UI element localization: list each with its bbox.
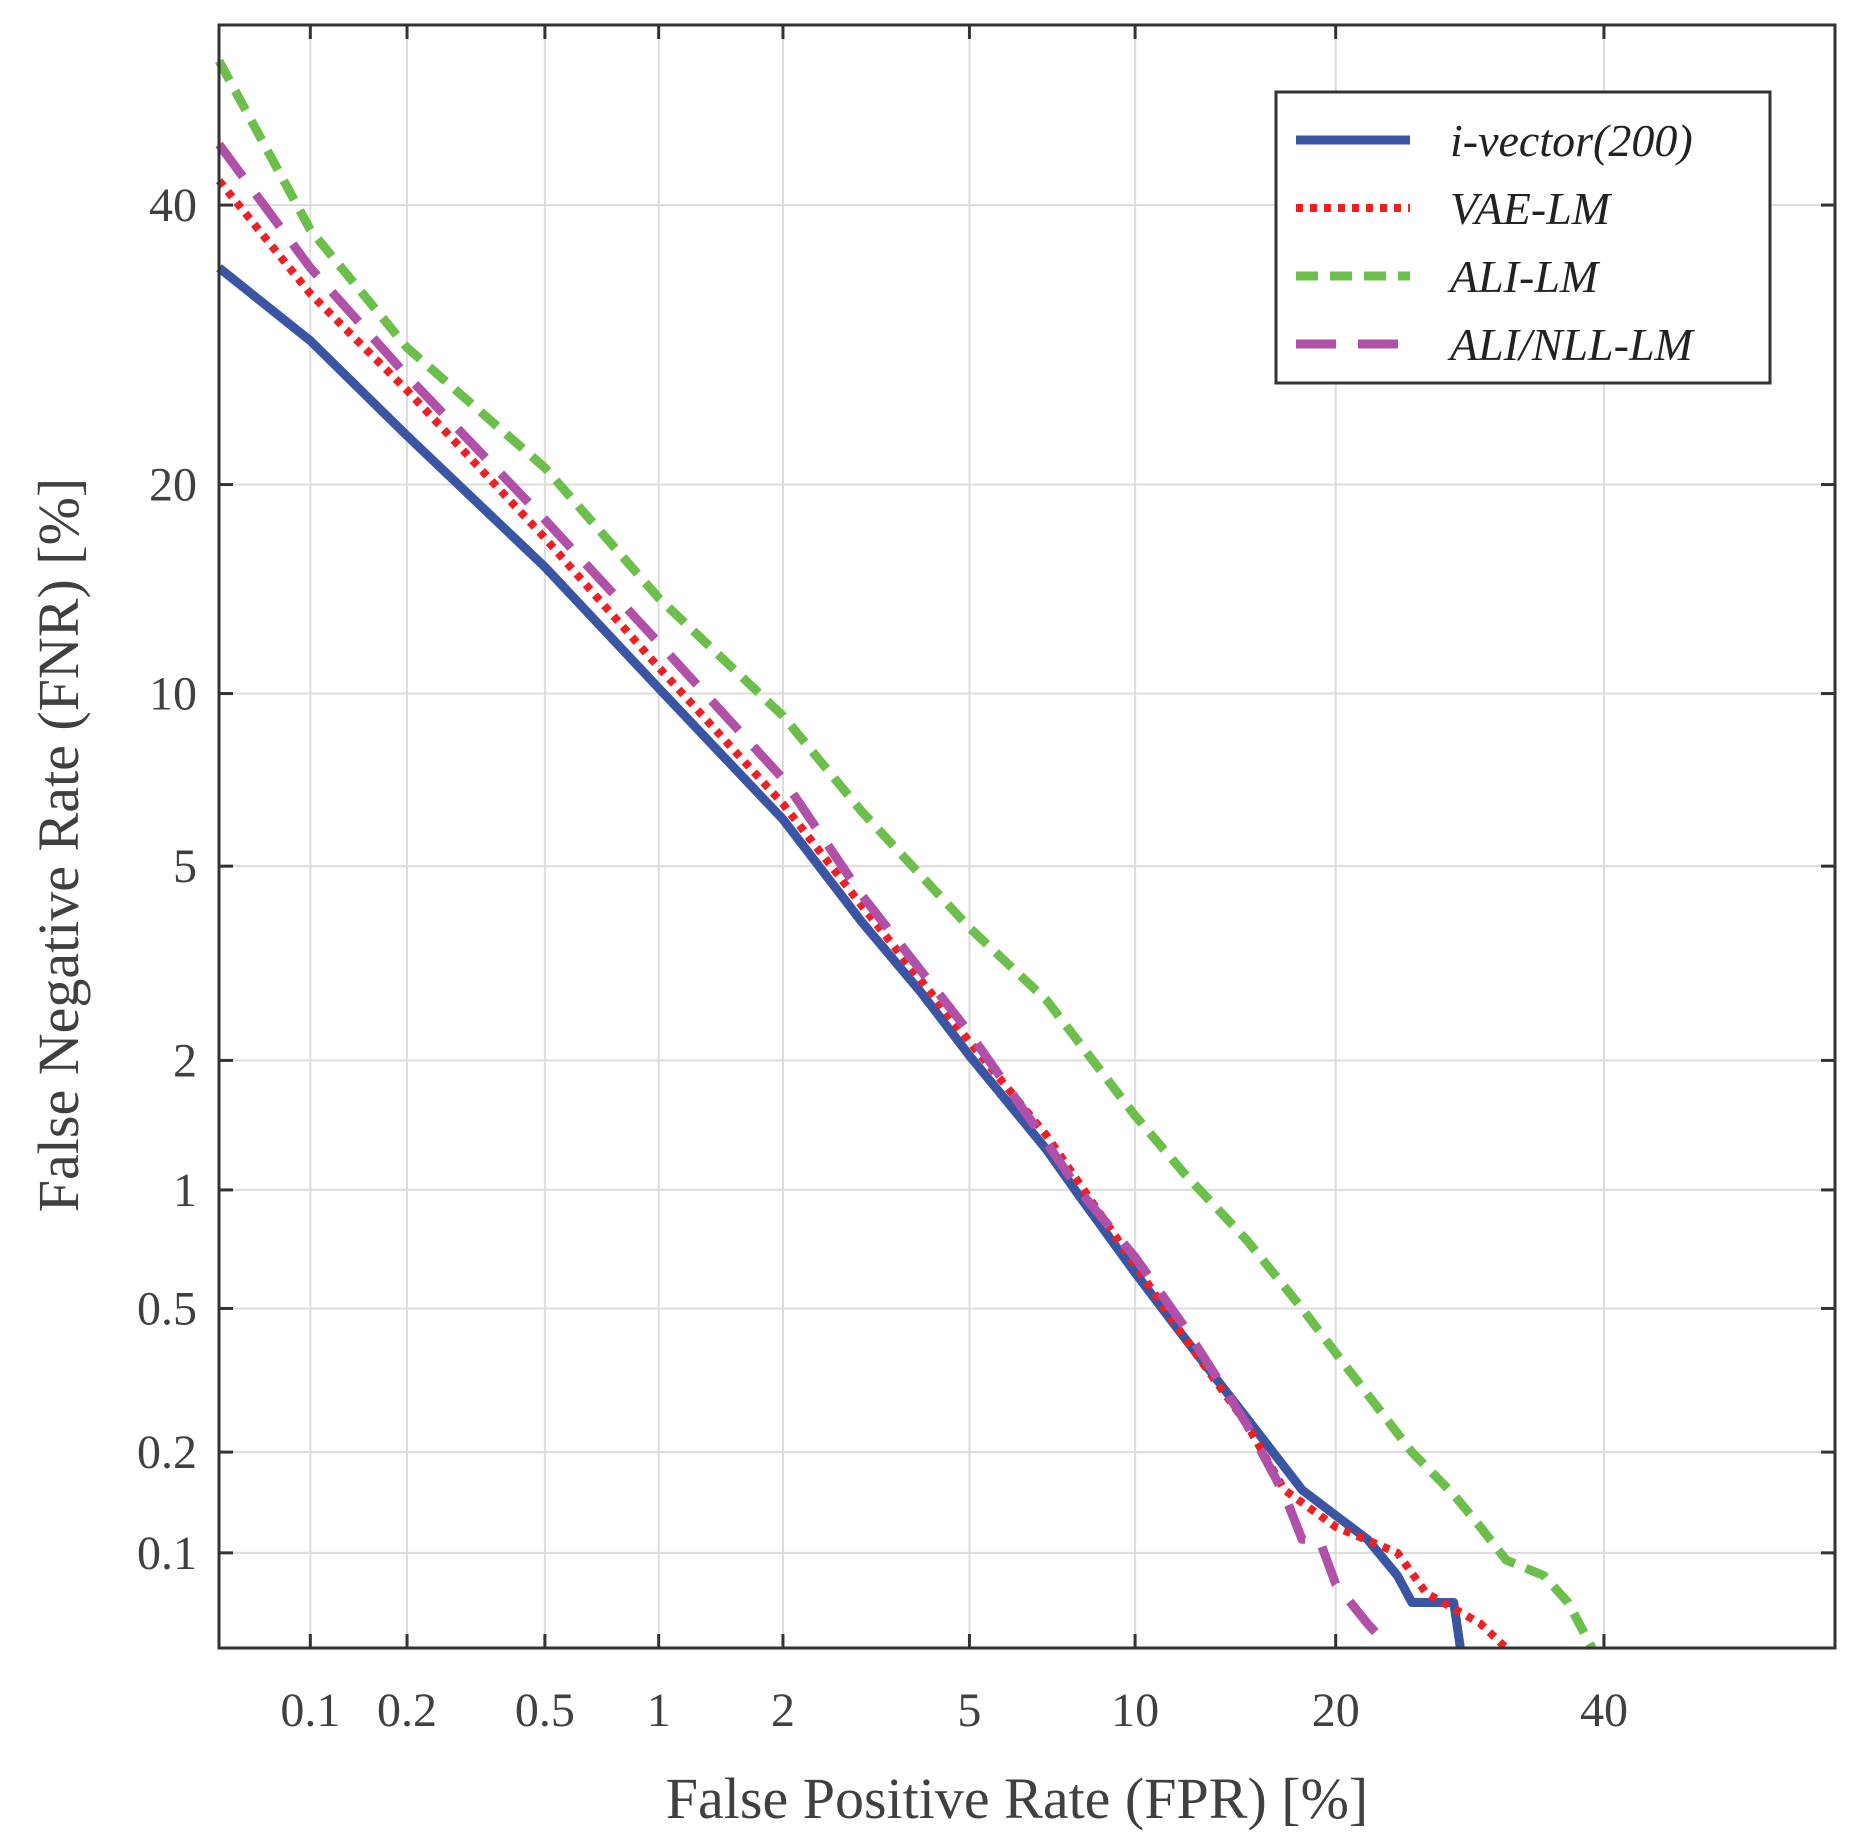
x-tick-label: 40	[1580, 1684, 1628, 1737]
x-tick-label: 10	[1111, 1684, 1159, 1737]
y-axis-label: False Negative Rate (FNR) [%]	[26, 478, 91, 1212]
y-tick-label: 5	[173, 840, 197, 893]
series-line-vae-lm	[215, 178, 1509, 1651]
x-tick-label: 0.2	[377, 1684, 437, 1737]
x-tick-label: 20	[1312, 1684, 1360, 1737]
y-tick-label: 0.1	[137, 1527, 197, 1580]
legend: i-vector(200) VAE-LM ALI-LM ALI/NLL-LM	[1274, 90, 1772, 385]
x-tick-label: 2	[771, 1684, 795, 1737]
x-axis-label: False Positive Rate (FPR) [%]	[666, 1766, 1368, 1831]
legend-label: ALI-LM	[1447, 251, 1601, 302]
series-line-i-vector-200	[216, 264, 1465, 1649]
y-tick-label: 2	[173, 1034, 197, 1087]
legend-label: VAE-LM	[1450, 183, 1613, 234]
x-tick-label: 1	[647, 1684, 671, 1737]
x-tick-label: 0.1	[280, 1684, 340, 1737]
y-tick-label: 10	[149, 668, 197, 721]
y-tick-label: 0.2	[137, 1426, 197, 1479]
series-group	[215, 58, 1597, 1652]
y-tick-label: 20	[149, 459, 197, 512]
plot-frame	[217, 23, 1837, 1650]
ticks: 0.1 0.2 0.5 1 2 5 10 20 40 0.1 0.2 0.5 1 2 5 10 20 40	[137, 25, 1835, 1737]
y-tick-label: 40	[149, 179, 197, 232]
y-tick-label: 0.5	[137, 1282, 197, 1335]
grid	[219, 25, 1835, 1648]
legend-label: ALI/NLL-LM	[1447, 319, 1696, 370]
x-tick-label: 5	[957, 1684, 981, 1737]
x-tick-label: 0.5	[515, 1684, 575, 1737]
legend-label: i-vector(200)	[1450, 115, 1693, 166]
y-tick-label: 1	[173, 1164, 197, 1217]
series-line-ali-lm	[215, 58, 1597, 1651]
series-line-ali-nll-lm	[215, 141, 1394, 1652]
